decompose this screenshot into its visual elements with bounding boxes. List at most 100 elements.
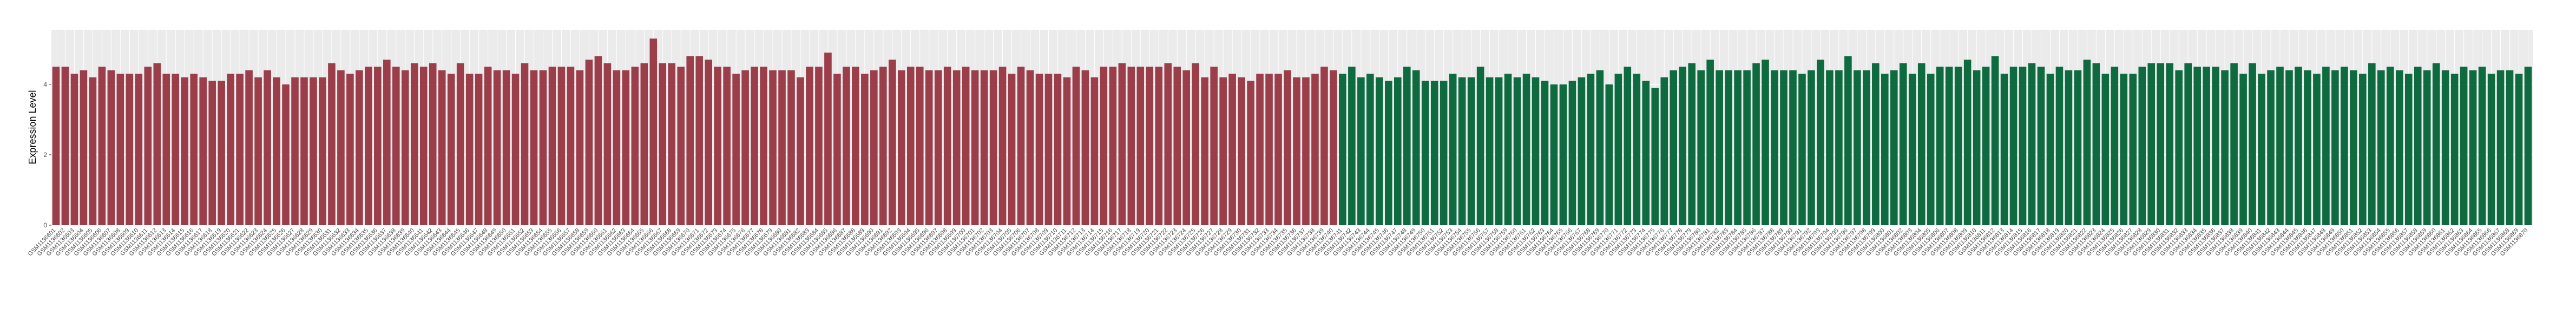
bar [1109, 67, 1117, 225]
bar [1081, 70, 1089, 225]
bar [245, 70, 253, 225]
bar [585, 60, 593, 225]
bar [1578, 77, 1586, 226]
bar [356, 70, 363, 225]
bar [815, 67, 823, 225]
bar [2184, 63, 2192, 226]
bar [751, 67, 758, 225]
bar [787, 70, 795, 225]
bar [906, 67, 915, 225]
bar [2055, 67, 2064, 225]
bar [1954, 67, 1962, 225]
bar [2295, 67, 2302, 225]
bar [1559, 84, 1567, 225]
bar [1146, 67, 1154, 225]
bar [162, 74, 170, 225]
bar [2395, 70, 2403, 225]
bar [2239, 74, 2247, 225]
bar [2404, 74, 2413, 225]
bar [502, 70, 510, 225]
bar [236, 74, 244, 225]
bar [1430, 81, 1438, 226]
bar [1394, 77, 1402, 226]
bar [1228, 74, 1236, 225]
bar [2506, 70, 2514, 225]
bar [2166, 63, 2174, 226]
bar [1376, 77, 1383, 226]
bar [218, 81, 225, 226]
bar [2249, 63, 2256, 226]
bar [1679, 67, 1687, 225]
bar [567, 67, 575, 225]
bar [548, 67, 556, 225]
bar [1899, 63, 1907, 226]
bar [419, 67, 428, 225]
bar [2065, 70, 2073, 225]
bar [1890, 70, 1898, 225]
bar [879, 67, 887, 225]
bar [1522, 74, 1530, 225]
bar [1403, 67, 1411, 225]
bar [227, 74, 234, 225]
bar [337, 70, 345, 225]
bar [1495, 77, 1503, 226]
bar [640, 63, 648, 226]
bar [2368, 63, 2376, 226]
bar [530, 70, 538, 225]
bar [971, 70, 979, 225]
bar [2138, 67, 2146, 225]
bar [1458, 77, 1466, 226]
bar [1238, 77, 1245, 226]
bar [2074, 70, 2082, 225]
bar [594, 56, 602, 225]
bar [2469, 70, 2477, 225]
bar [1844, 56, 1852, 225]
bar [1863, 70, 1870, 225]
bar [153, 63, 161, 226]
bar [705, 60, 712, 225]
bar [429, 63, 437, 226]
bar [465, 74, 474, 225]
bar [778, 70, 786, 225]
bar [346, 74, 354, 225]
bar [1265, 74, 1273, 225]
bar [1568, 81, 1576, 226]
bar [576, 70, 584, 225]
bar [401, 70, 409, 225]
bar [2129, 74, 2137, 225]
bar [1633, 74, 1641, 225]
bar [714, 67, 721, 225]
bar [98, 67, 106, 225]
bar [2046, 74, 2054, 225]
bar [1026, 70, 1034, 225]
bar [824, 53, 832, 225]
bar [208, 81, 216, 226]
bar [613, 70, 621, 225]
bar [760, 67, 767, 225]
bar [2276, 67, 2284, 225]
bar [1762, 60, 1769, 225]
y-tick-label: 4 [43, 81, 47, 88]
bar [1651, 88, 1659, 225]
bar [1035, 74, 1043, 225]
bar [2028, 63, 2036, 226]
bar [282, 84, 290, 225]
bar [89, 77, 97, 226]
bar [1201, 77, 1208, 226]
bar [1293, 77, 1300, 226]
bar [181, 77, 189, 226]
bar [1357, 77, 1365, 226]
bar [126, 74, 134, 225]
bar [1908, 74, 1916, 225]
bar [2175, 70, 2183, 225]
bar [1550, 84, 1558, 225]
bar [1486, 77, 1494, 226]
bar [2386, 67, 2394, 225]
bar [557, 67, 566, 225]
bar [732, 74, 740, 225]
bar [52, 67, 60, 225]
bar [962, 67, 970, 225]
bar [1182, 70, 1191, 225]
bar [1605, 84, 1613, 225]
bar [1385, 81, 1392, 226]
